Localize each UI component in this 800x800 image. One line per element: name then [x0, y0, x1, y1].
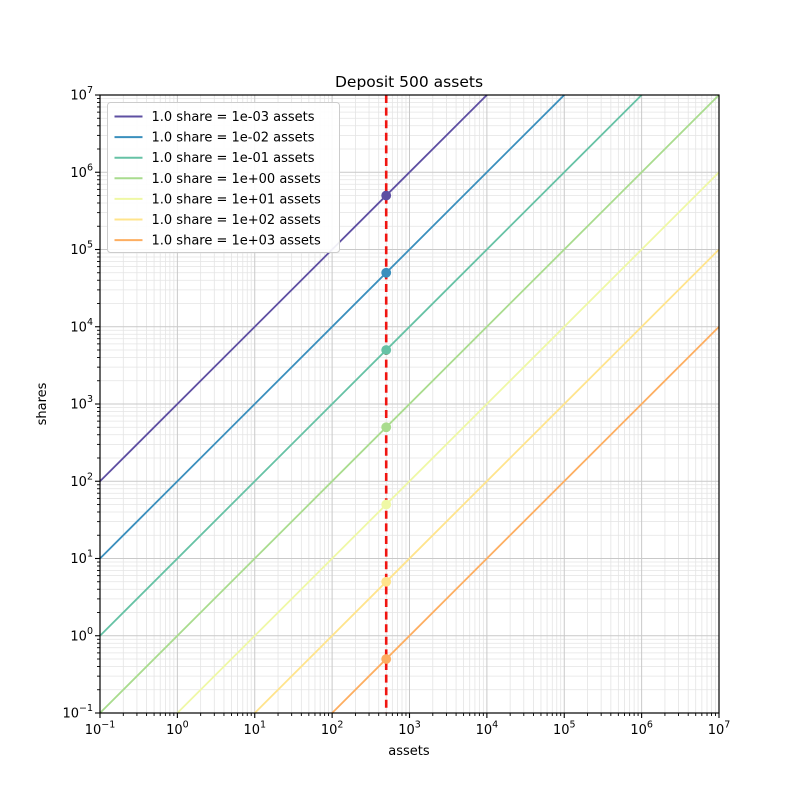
y-tick-label: 106	[70, 162, 93, 181]
x-tick-label: 102	[321, 720, 344, 739]
legend-label: 1.0 share = 1e+00 assets	[152, 172, 321, 187]
series-line-3	[99, 94, 720, 714]
y-tick-label: 100	[70, 626, 93, 645]
series-line-4	[176, 171, 720, 714]
y-tick-label: 107	[70, 85, 93, 104]
x-tick-label: 106	[630, 720, 653, 739]
y-tick-label: 102	[70, 471, 93, 490]
tick-labels-layer: 10−1 100 101 102 103 104 105 106 107 10−1 100 101 10…	[62, 85, 730, 738]
legend-item: 1.0 share = 1e+01 assets	[114, 192, 321, 207]
axes-layer	[95, 94, 720, 718]
markers-layer	[381, 190, 392, 664]
series-line-0	[99, 94, 488, 482]
y-tick-label: 101	[70, 549, 93, 568]
legend-label: 1.0 share = 1e-01 assets	[152, 151, 315, 166]
legend-box	[107, 102, 340, 253]
y-axis-label: shares	[35, 382, 50, 425]
x-tick-label: 107	[708, 720, 731, 739]
data-point-3	[381, 422, 392, 433]
series-line-2	[99, 94, 643, 637]
data-point-4	[381, 499, 392, 510]
x-tick-label: 103	[398, 720, 421, 739]
x-tick-label: 101	[243, 720, 266, 739]
data-point-6	[381, 654, 392, 664]
legend-label: 1.0 share = 1e-02 assets	[152, 131, 315, 146]
series-layer	[99, 94, 720, 714]
data-point-1	[381, 267, 392, 278]
x-tick-label: 10−1	[85, 720, 116, 739]
y-tick-label: 103	[70, 394, 93, 413]
data-point-5	[381, 576, 392, 587]
legend: 1.0 share = 1e-03 assets 1.0 share = 1e-0…	[107, 102, 340, 253]
y-tick-label: 10−1	[62, 703, 93, 722]
series-line-6	[331, 326, 720, 714]
series-line-5	[254, 248, 720, 714]
legend-item: 1.0 share = 1e-02 assets	[114, 131, 315, 146]
data-point-0	[381, 190, 392, 201]
y-tick-label: 105	[70, 240, 93, 259]
x-tick-label: 100	[166, 720, 189, 739]
legend-label: 1.0 share = 1e+02 assets	[152, 213, 321, 228]
legend-label: 1.0 share = 1e+03 assets	[152, 234, 321, 249]
legend-item: 1.0 share = 1e+03 assets	[114, 234, 321, 249]
y-tick-label: 104	[70, 317, 93, 336]
legend-label: 1.0 share = 1e-03 assets	[152, 110, 315, 125]
legend-item: 1.0 share = 1e+02 assets	[114, 213, 321, 228]
chart-title: Deposit 500 assets	[335, 73, 483, 91]
x-tick-label: 104	[476, 720, 499, 739]
data-point-2	[381, 345, 392, 355]
series-line-1	[99, 94, 565, 560]
x-axis-label: assets	[388, 744, 430, 759]
legend-label: 1.0 share = 1e+01 assets	[152, 192, 321, 207]
legend-item: 1.0 share = 1e+00 assets	[114, 172, 321, 187]
legend-item: 1.0 share = 1e-03 assets	[114, 110, 315, 125]
x-tick-label: 105	[553, 720, 576, 739]
legend-item: 1.0 share = 1e-01 assets	[114, 151, 315, 166]
